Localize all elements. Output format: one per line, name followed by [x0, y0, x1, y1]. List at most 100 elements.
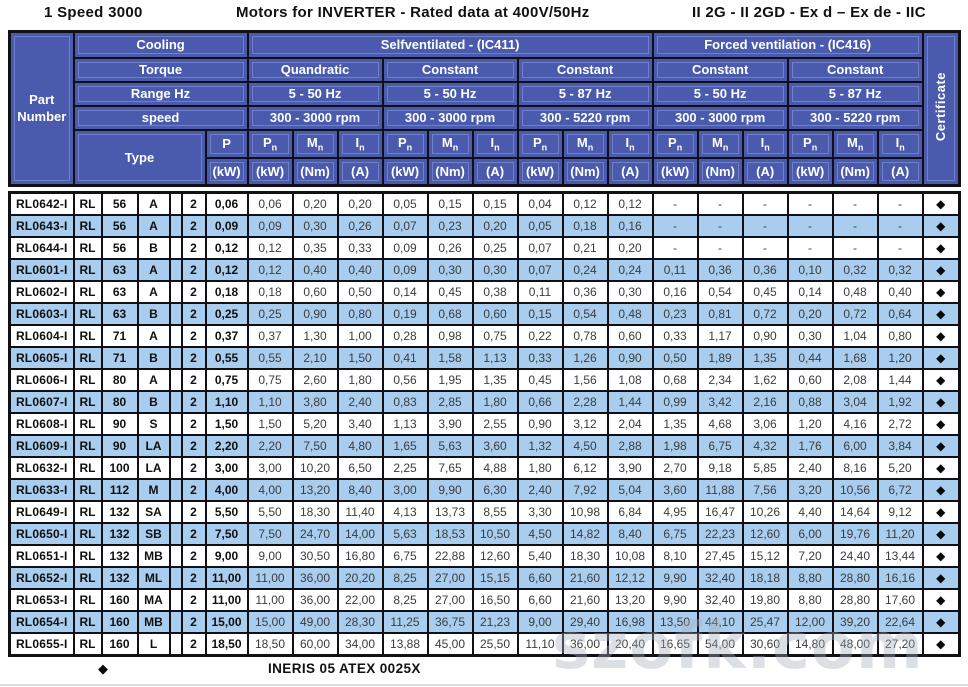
value-cell: 8,25 — [381, 588, 429, 612]
table-row: RL0642-I RL 56 A 2 0,06 0,06 0,20 0,20 0,05 0,15 0,… — [8, 191, 961, 216]
value-cell: 0,15 — [516, 302, 564, 326]
value-cell: 9,90 — [651, 588, 699, 612]
part-number-cell: RL0606-I — [8, 368, 75, 392]
power-cell: 0,12 — [204, 258, 249, 282]
value-cell: 1,13 — [471, 346, 519, 370]
value-cell: 1,10 — [246, 390, 294, 414]
value-cell: 12,12 — [606, 566, 654, 590]
torque-constant-1: Constant — [381, 56, 519, 83]
value-cell: 2,85 — [426, 390, 474, 414]
selfventilated-header: Selfventilated - (IC411) — [246, 30, 654, 59]
frame-size-cell: 132 — [100, 566, 139, 590]
poles-cell: 2 — [180, 236, 207, 260]
value-cell: 36,00 — [291, 566, 339, 590]
frame-size-cell: 56 — [100, 214, 139, 238]
value-cell: 2,25 — [381, 456, 429, 480]
value-cell: 3,04 — [831, 390, 879, 414]
value-cell: 0,20 — [471, 214, 519, 238]
certificate-diamond-icon: ◆ — [921, 324, 961, 348]
value-cell: 0,99 — [651, 390, 699, 414]
spacer-cell — [168, 478, 183, 502]
value-cell: 9,00 — [516, 610, 564, 634]
spacer-cell — [168, 434, 183, 458]
value-cell: 0,18 — [561, 214, 609, 238]
value-cell: 3,90 — [606, 456, 654, 480]
value-cell: 36,75 — [426, 610, 474, 634]
value-cell: 30,50 — [291, 544, 339, 568]
value-cell: 6,84 — [606, 500, 654, 524]
value-cell: 6,00 — [831, 434, 879, 458]
value-cell: 48,00 — [831, 632, 879, 657]
value-cell: 0,05 — [516, 214, 564, 238]
value-cell: 10,50 — [471, 522, 519, 546]
table-row: RL0653-I RL 160 MA 2 11,00 11,00 36,00 22,00 8,25… — [8, 588, 961, 612]
table-row: RL0607-I RL 80 B 2 1,10 1,10 3,80 2,40 0,83 2,85 1,… — [8, 390, 961, 414]
value-cell: 21,60 — [561, 588, 609, 612]
value-cell: 0,56 — [381, 368, 429, 392]
value-cell: 2,28 — [561, 390, 609, 414]
certificate-diamond-icon: ◆ — [921, 566, 961, 590]
table-row: RL0651-I RL 132 MB 2 9,00 9,00 30,50 16,80 6,75 22… — [8, 544, 961, 568]
certificate-diamond-icon: ◆ — [921, 412, 961, 436]
value-cell: 0,14 — [381, 280, 429, 304]
value-cell: 2,40 — [786, 456, 834, 480]
series-cell: RL — [72, 214, 103, 238]
pn-header: Pn — [516, 128, 564, 159]
in-unit-header: (A) — [336, 156, 384, 187]
power-cell: 1,50 — [204, 412, 249, 436]
series-cell: RL — [72, 522, 103, 546]
spacer-cell — [168, 346, 183, 370]
certificate-diamond-icon: ◆ — [921, 302, 961, 326]
certificate-diamond-icon: ◆ — [921, 522, 961, 546]
pn-unit-header: (kW) — [516, 156, 564, 187]
spacer-cell — [168, 236, 183, 260]
value-cell: 11,10 — [516, 632, 564, 657]
value-cell: 1,35 — [741, 346, 789, 370]
power-cell: 7,50 — [204, 522, 249, 546]
part-number-cell: RL0649-I — [8, 500, 75, 524]
certificate-diamond-icon: ◆ — [921, 632, 961, 657]
value-cell: 9,90 — [651, 566, 699, 590]
part-number-cell: RL0642-I — [8, 191, 75, 216]
value-cell: 1,13 — [381, 412, 429, 436]
series-cell: RL — [72, 368, 103, 392]
poles-cell: 2 — [180, 632, 207, 657]
value-cell: 24,40 — [831, 544, 879, 568]
value-cell: 15,15 — [471, 566, 519, 590]
value-cell: 0,16 — [651, 280, 699, 304]
value-cell: 3,30 — [516, 500, 564, 524]
value-cell: 13,44 — [876, 544, 924, 568]
value-cell: 1,80 — [516, 456, 564, 480]
certificate-diamond-icon: ◆ — [98, 661, 108, 676]
power-cell: 0,37 — [204, 324, 249, 348]
part-number-cell: RL0652-I — [8, 566, 75, 590]
value-cell: 0,35 — [291, 236, 339, 260]
value-cell: 1,95 — [426, 368, 474, 392]
value-cell: 11,20 — [876, 522, 924, 546]
speed-4: 300 - 3000 rpm — [651, 104, 789, 131]
table-row: RL0649-I RL 132 SA 2 5,50 5,50 18,30 11,40 4,13 13… — [8, 500, 961, 524]
value-cell: 11,25 — [381, 610, 429, 634]
value-cell: 0,68 — [426, 302, 474, 326]
value-cell: 0,66 — [516, 390, 564, 414]
value-cell: 0,60 — [471, 302, 519, 326]
mn-unit-header: (Nm) — [426, 156, 474, 187]
value-cell: 0,30 — [786, 324, 834, 348]
poles-cell: 2 — [180, 434, 207, 458]
poles-cell: 2 — [180, 191, 207, 216]
speed-5: 300 - 5220 rpm — [786, 104, 924, 131]
value-cell: 1,00 — [336, 324, 384, 348]
value-cell: 2,40 — [336, 390, 384, 414]
value-cell: 16,65 — [651, 632, 699, 657]
value-cell: 2,08 — [831, 368, 879, 392]
series-cell: RL — [72, 588, 103, 612]
value-cell: 8,40 — [606, 522, 654, 546]
part-number-cell: RL0605-I — [8, 346, 75, 370]
speed-1: 300 - 3000 rpm — [246, 104, 384, 131]
value-cell: 0,41 — [381, 346, 429, 370]
part-number-cell: RL0608-I — [8, 412, 75, 436]
speed-3: 300 - 5220 rpm — [516, 104, 654, 131]
value-cell: 0,33 — [336, 236, 384, 260]
value-cell: 16,98 — [606, 610, 654, 634]
certificate-header: Certificate — [921, 30, 961, 187]
